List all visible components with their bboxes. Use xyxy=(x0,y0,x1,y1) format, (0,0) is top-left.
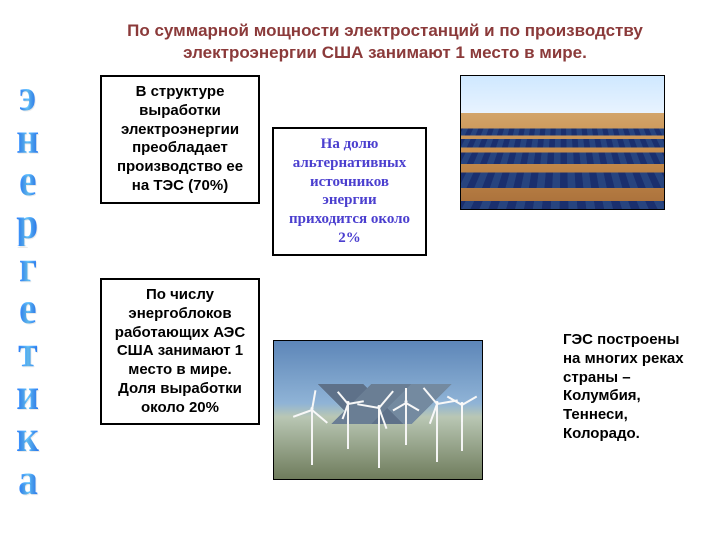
box-aes: По числу энергоблоков работающих АЭС США… xyxy=(100,278,260,425)
vertical-letter: н xyxy=(16,118,39,161)
vertical-letter: и xyxy=(16,374,39,417)
wind-turbine-icon xyxy=(436,404,438,462)
wind-turbine-icon xyxy=(378,408,380,468)
wind-turbine-icon xyxy=(311,410,313,465)
vertical-letter: г xyxy=(19,246,37,289)
sidebar-vertical-word: энергетика xyxy=(15,75,40,502)
solar-panels-image xyxy=(460,75,665,210)
solar-scene-icon xyxy=(461,76,664,209)
wind-turbine-icon xyxy=(347,404,349,449)
box-alt: На долю альтернативных источников энерги… xyxy=(272,127,427,256)
vertical-letter: т xyxy=(18,331,37,374)
vertical-letter: е xyxy=(19,288,37,331)
wind-turbine-icon xyxy=(461,405,463,451)
wind-scene-icon xyxy=(274,341,482,479)
wind-turbine-icon xyxy=(405,403,407,445)
vertical-letter: р xyxy=(17,203,39,246)
vertical-letter: е xyxy=(19,160,37,203)
vertical-letter: к xyxy=(16,416,39,459)
slide-title: По суммарной мощности электростанций и п… xyxy=(110,20,660,64)
vertical-letter: а xyxy=(18,459,38,502)
box-ges: ГЭС построены на многих реках страны – К… xyxy=(555,325,700,450)
box-tes: В структуре выработки электроэнергии пре… xyxy=(100,75,260,204)
wind-turbines-image xyxy=(273,340,483,480)
vertical-letter: э xyxy=(19,75,36,118)
